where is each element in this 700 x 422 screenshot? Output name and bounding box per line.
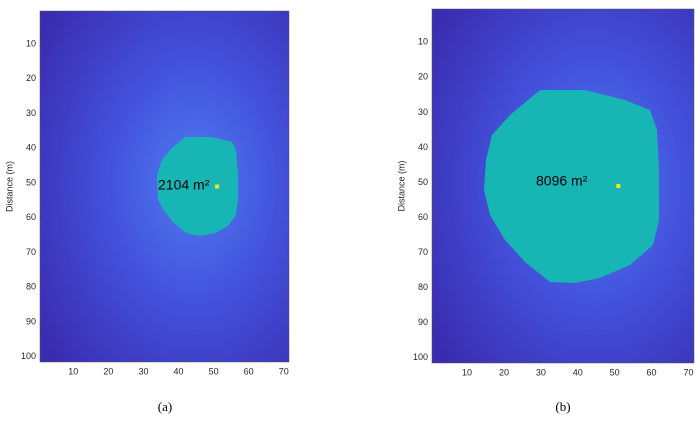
y-tick-label: 40 [418, 142, 428, 152]
y-tick-label: 70 [418, 247, 428, 257]
caption: (b) [555, 399, 570, 414]
y-tick-label: 90 [418, 317, 428, 327]
y-tick-label: 10 [26, 38, 36, 48]
y-axis-label: Distance (m) [396, 160, 406, 211]
y-tick-label: 100 [21, 351, 36, 361]
y-tick-label: 60 [418, 212, 428, 222]
y-tick-label: 50 [418, 177, 428, 187]
x-tick-label: 70 [279, 366, 289, 376]
x-tick-label: 60 [647, 367, 657, 377]
area-annotation: 2104 m² [158, 177, 210, 193]
caption: (a) [158, 399, 172, 414]
y-tick-label: 80 [26, 282, 36, 292]
x-tick-label: 20 [103, 366, 113, 376]
plot-frame [39, 10, 290, 363]
x-tick-label: 40 [174, 366, 184, 376]
x-tick-label: 50 [610, 367, 620, 377]
y-axis-label: Distance (m) [4, 161, 14, 212]
y-tick-label: 100 [413, 352, 428, 362]
plot-frame [431, 8, 695, 364]
y-tick-label: 40 [26, 143, 36, 153]
x-tick-label: 30 [536, 367, 546, 377]
y-tick-label: 30 [418, 107, 428, 117]
x-tick-label: 50 [209, 366, 219, 376]
x-tick-label: 70 [683, 367, 693, 377]
y-tick-label: 30 [26, 108, 36, 118]
y-tick-label: 50 [26, 177, 36, 187]
x-tick-label: 60 [244, 366, 254, 376]
coverage-region [157, 137, 238, 236]
x-tick-label: 20 [499, 367, 509, 377]
y-tick-label: 90 [26, 316, 36, 326]
coverage-region [484, 90, 659, 283]
source-marker [616, 184, 621, 188]
y-tick-label: 70 [26, 247, 36, 257]
y-tick-label: 20 [418, 72, 428, 82]
x-tick-label: 10 [462, 367, 472, 377]
x-tick-label: 40 [573, 367, 583, 377]
source-marker [215, 184, 220, 189]
y-tick-label: 20 [26, 73, 36, 83]
x-tick-label: 10 [68, 366, 78, 376]
x-tick-label: 30 [138, 366, 148, 376]
y-tick-label: 10 [418, 37, 428, 47]
y-tick-label: 80 [418, 282, 428, 292]
y-tick-label: 60 [26, 212, 36, 222]
area-annotation: 8096 m² [536, 173, 588, 189]
